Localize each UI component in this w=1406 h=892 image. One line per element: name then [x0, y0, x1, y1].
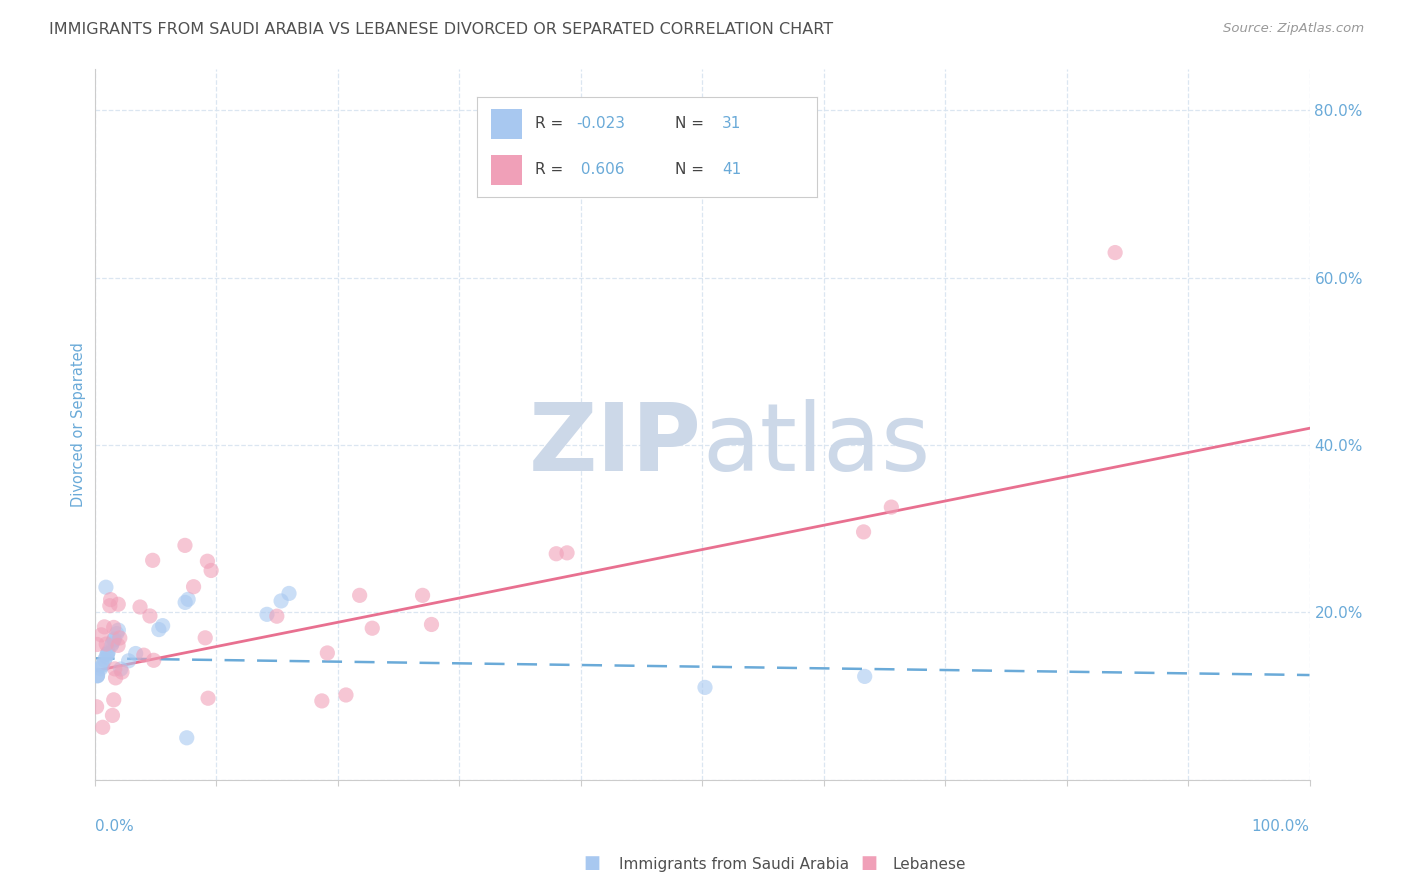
Text: ■: ■: [860, 855, 877, 872]
Text: Lebanese: Lebanese: [893, 857, 966, 872]
Point: [86, 669, 108, 683]
Point: [86, 637, 108, 651]
Point: [91, 720, 114, 734]
Point: [194, 631, 217, 645]
Text: atlas: atlas: [702, 400, 931, 491]
Point: [412, 588, 434, 602]
Point: [142, 653, 165, 667]
Text: ■: ■: [583, 855, 600, 872]
Point: [111, 665, 134, 679]
Point: [124, 647, 146, 661]
Point: [555, 546, 578, 560]
Text: 100.0%: 100.0%: [1251, 819, 1309, 834]
Point: [256, 607, 278, 622]
Point: [420, 617, 443, 632]
Point: [142, 553, 165, 567]
Point: [117, 654, 139, 668]
Point: [91, 658, 114, 673]
Point: [129, 599, 152, 614]
Point: [107, 597, 129, 611]
Point: [361, 621, 384, 635]
Point: [349, 588, 371, 602]
Point: [105, 626, 128, 640]
Point: [107, 623, 129, 637]
Text: ZIP: ZIP: [529, 400, 702, 491]
Point: [278, 586, 301, 600]
Text: 0.0%: 0.0%: [94, 819, 134, 834]
Point: [93, 620, 115, 634]
Point: [335, 688, 357, 702]
Point: [94, 580, 117, 594]
Point: [101, 708, 124, 723]
Point: [266, 609, 288, 624]
Point: [852, 524, 875, 539]
Point: [96, 637, 118, 651]
Point: [176, 731, 198, 745]
Point: [197, 554, 219, 568]
Point: [91, 657, 114, 672]
Text: Source: ZipAtlas.com: Source: ZipAtlas.com: [1223, 22, 1364, 36]
Point: [96, 647, 118, 661]
Text: Immigrants from Saudi Arabia: Immigrants from Saudi Arabia: [619, 857, 849, 872]
Point: [1104, 245, 1126, 260]
Point: [880, 500, 903, 515]
Point: [183, 580, 205, 594]
Point: [86, 668, 108, 682]
Point: [100, 592, 122, 607]
Point: [86, 668, 108, 682]
Point: [96, 649, 118, 664]
Point: [103, 693, 125, 707]
Point: [103, 633, 125, 648]
Point: [139, 609, 162, 624]
Point: [90, 628, 112, 642]
Point: [174, 538, 197, 552]
Point: [103, 632, 125, 646]
Point: [98, 599, 121, 613]
Point: [86, 699, 108, 714]
Point: [103, 620, 125, 634]
Text: IMMIGRANTS FROM SAUDI ARABIA VS LEBANESE DIVORCED OR SEPARATED CORRELATION CHART: IMMIGRANTS FROM SAUDI ARABIA VS LEBANESE…: [49, 22, 834, 37]
Point: [104, 671, 127, 685]
Y-axis label: Divorced or Separated: Divorced or Separated: [72, 342, 86, 507]
Point: [132, 648, 155, 663]
Point: [148, 623, 170, 637]
Point: [316, 646, 339, 660]
Point: [96, 647, 118, 661]
Point: [101, 636, 124, 650]
Point: [104, 662, 127, 676]
Point: [270, 594, 292, 608]
Point: [197, 691, 219, 706]
Point: [177, 592, 200, 607]
Point: [107, 639, 129, 653]
Point: [311, 694, 333, 708]
Point: [93, 653, 115, 667]
Point: [152, 618, 174, 632]
Point: [108, 631, 131, 645]
Point: [546, 547, 568, 561]
Point: [110, 662, 132, 676]
Point: [853, 669, 876, 683]
Point: [693, 681, 716, 695]
Point: [174, 595, 197, 609]
Point: [200, 564, 222, 578]
Point: [100, 638, 122, 652]
Point: [90, 661, 112, 675]
Point: [97, 645, 120, 659]
